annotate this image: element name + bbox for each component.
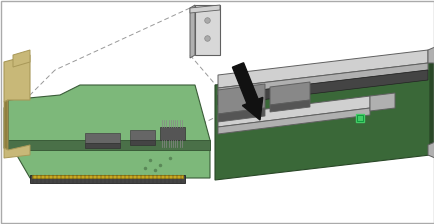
Polygon shape <box>130 130 155 140</box>
Polygon shape <box>270 82 309 105</box>
Polygon shape <box>32 175 183 178</box>
Polygon shape <box>85 133 120 143</box>
Polygon shape <box>30 175 184 183</box>
Polygon shape <box>85 143 120 148</box>
Polygon shape <box>4 55 30 102</box>
Polygon shape <box>217 108 369 134</box>
Polygon shape <box>8 140 210 150</box>
Polygon shape <box>8 85 210 178</box>
Polygon shape <box>190 5 194 58</box>
Polygon shape <box>214 60 429 180</box>
Polygon shape <box>217 96 369 127</box>
Polygon shape <box>427 47 434 63</box>
Polygon shape <box>190 5 220 13</box>
Polygon shape <box>4 100 8 150</box>
Polygon shape <box>217 70 427 105</box>
Polygon shape <box>4 145 30 158</box>
Polygon shape <box>194 5 220 55</box>
Polygon shape <box>160 127 184 140</box>
Polygon shape <box>270 100 309 112</box>
Polygon shape <box>217 108 264 122</box>
Polygon shape <box>217 84 264 114</box>
Polygon shape <box>427 142 434 158</box>
Polygon shape <box>369 93 394 111</box>
Polygon shape <box>4 100 8 150</box>
FancyArrow shape <box>232 63 262 120</box>
Polygon shape <box>217 50 427 88</box>
Polygon shape <box>130 140 155 145</box>
Polygon shape <box>217 63 427 95</box>
Polygon shape <box>429 60 434 158</box>
Polygon shape <box>13 50 30 67</box>
